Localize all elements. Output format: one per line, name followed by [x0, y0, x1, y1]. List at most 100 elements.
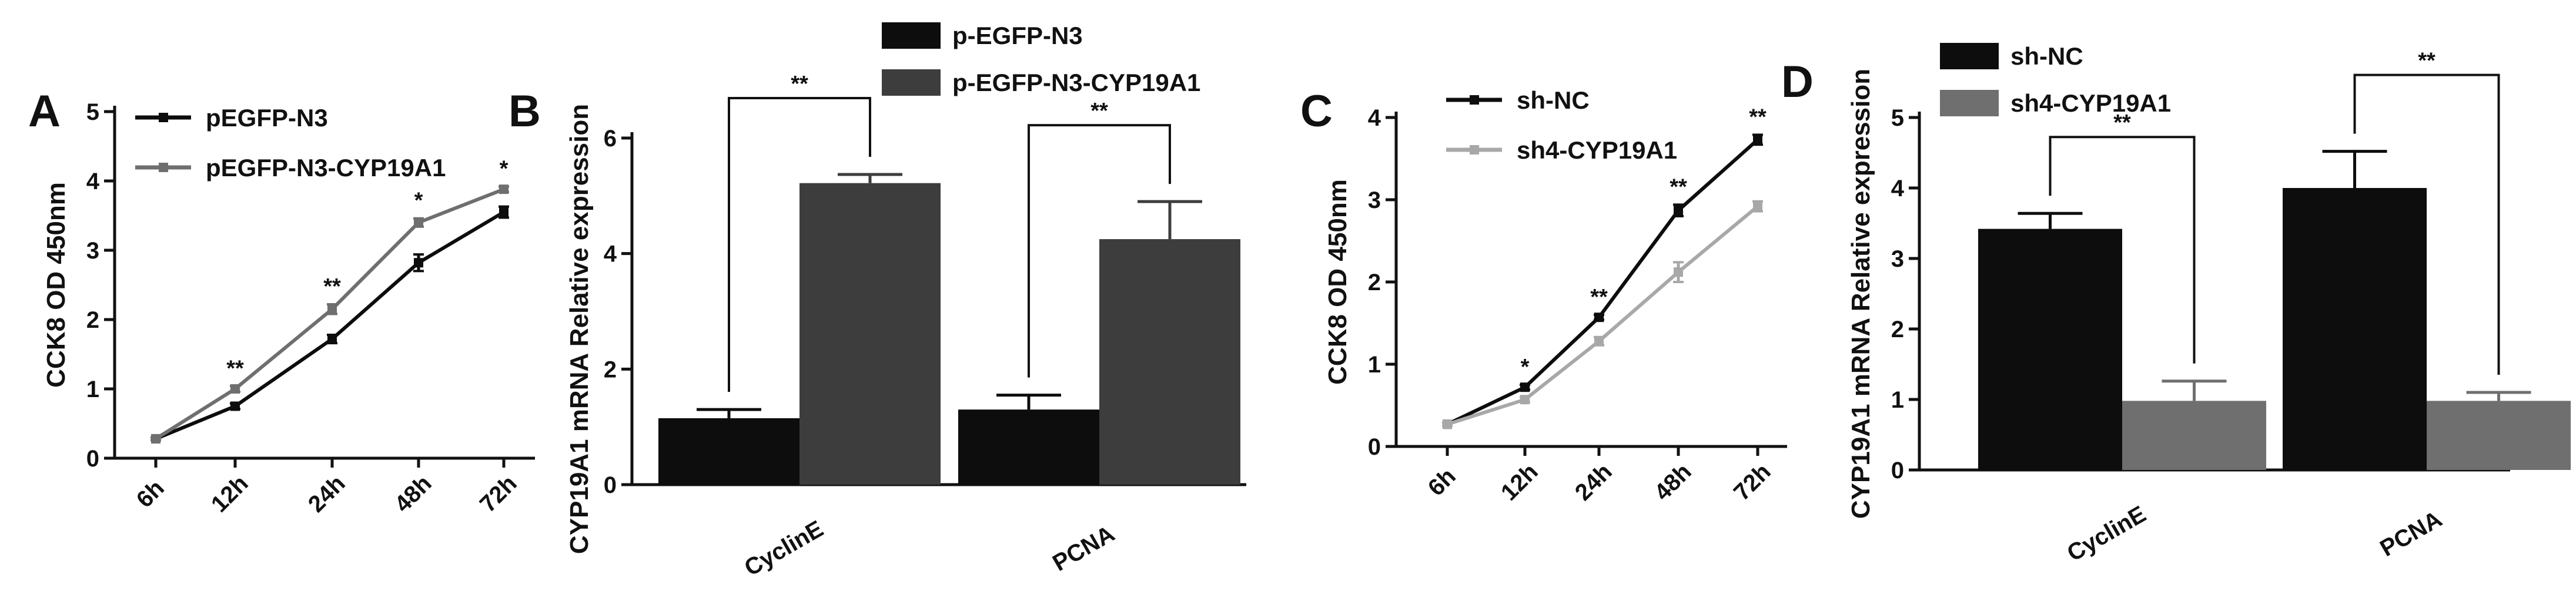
series-line — [1446, 138, 1759, 426]
x-tick-label: 6h — [1423, 463, 1461, 501]
legend-label: sh4-CYP19A1 — [1517, 136, 1677, 164]
panel-letter: C — [1300, 86, 1333, 136]
panel-letter: A — [28, 86, 61, 136]
y-tick-label: 3 — [86, 238, 99, 264]
x-tick-label: 72h — [1729, 459, 1776, 506]
data-point — [499, 184, 508, 194]
y-axis-title: CYP19A1 mRNA Relative expression — [1846, 69, 1875, 519]
significance-mark: ** — [323, 274, 341, 299]
bar — [958, 409, 1099, 485]
y-tick-label: 3 — [1891, 246, 1904, 272]
y-axis-title: CCK8 OD 450nm — [1323, 179, 1352, 385]
y-tick-label: 5 — [1891, 105, 1904, 131]
bar — [2427, 401, 2571, 470]
legend-label: p-EGFP-N3-CYP19A1 — [952, 69, 1200, 96]
y-tick-label: 0 — [1891, 458, 1904, 483]
legend-label: sh-NC — [2010, 42, 2083, 70]
data-point — [327, 334, 337, 344]
x-tick-label: PCNA — [2376, 506, 2446, 562]
legend-swatch — [1940, 43, 1999, 69]
significance-mark: * — [414, 189, 423, 213]
y-tick-label: 2 — [86, 307, 99, 333]
x-tick-label: 48h — [390, 471, 437, 518]
data-point — [1443, 419, 1452, 429]
y-tick-label: 6 — [604, 126, 617, 152]
significance-mark: * — [1521, 355, 1530, 379]
y-tick-label: 0 — [1368, 434, 1381, 460]
significance-mark: ** — [2113, 110, 2131, 135]
significance-mark: ** — [1749, 105, 1767, 129]
data-point — [230, 384, 240, 394]
y-tick-label: 1 — [86, 377, 99, 402]
y-tick-label: 1 — [1891, 387, 1904, 413]
legend-marker — [1470, 95, 1479, 105]
x-tick-label: 24h — [303, 471, 350, 518]
bar — [658, 418, 799, 485]
data-point — [1674, 267, 1683, 277]
bar — [2122, 401, 2266, 470]
y-tick-label: 2 — [1368, 270, 1381, 295]
legend-marker — [159, 163, 168, 172]
y-tick-label: 4 — [1368, 105, 1381, 131]
bar — [1978, 229, 2122, 470]
significance-bracket — [1028, 124, 1171, 378]
legend-swatch — [882, 22, 941, 49]
significance-mark: * — [500, 156, 508, 181]
data-point — [414, 217, 423, 227]
panel-letter: D — [1781, 57, 1814, 107]
data-point — [151, 434, 160, 444]
bar — [799, 183, 941, 485]
data-point — [1520, 382, 1530, 392]
legend-label: p-EGFP-N3 — [952, 22, 1083, 49]
x-tick-label: 12h — [1496, 459, 1543, 506]
y-tick-label: 2 — [604, 357, 617, 382]
legend-marker — [159, 113, 168, 122]
data-point — [230, 401, 240, 411]
x-tick-label: 12h — [206, 471, 253, 518]
data-point — [1674, 206, 1683, 216]
significance-bracket — [2353, 73, 2500, 375]
x-tick-label: CyclinE — [2063, 501, 2150, 566]
x-tick-label: 48h — [1650, 459, 1697, 506]
y-tick-label: 4 — [604, 241, 617, 267]
data-point — [327, 304, 337, 314]
x-tick-label: 72h — [475, 471, 522, 518]
data-point — [499, 207, 508, 217]
data-point — [1594, 313, 1604, 323]
significance-mark: ** — [1090, 99, 1108, 123]
y-tick-label: 4 — [1891, 176, 1905, 201]
x-tick-label: 6h — [132, 475, 169, 513]
significance-mark: ** — [226, 356, 244, 381]
y-axis-title: CCK8 OD 450nm — [42, 182, 71, 388]
data-point — [1520, 395, 1530, 405]
legend-label: sh-NC — [1517, 86, 1590, 114]
significance-mark: ** — [1670, 174, 1687, 199]
x-tick-label: PCNA — [1048, 520, 1119, 576]
panel-letter: B — [508, 86, 541, 136]
x-tick-label: 24h — [1570, 459, 1617, 506]
legend-swatch — [1940, 90, 1999, 116]
significance-mark: ** — [1590, 285, 1608, 310]
x-tick-label: CyclinE — [740, 516, 828, 581]
legend-swatch — [882, 69, 941, 96]
legend-label: sh4-CYP19A1 — [2010, 89, 2171, 117]
legend-label: pEGFP-N3 — [206, 104, 328, 132]
significance-mark: ** — [791, 72, 808, 96]
significance-mark: ** — [2418, 49, 2436, 73]
y-tick-label: 4 — [86, 169, 100, 194]
y-tick-label: 0 — [86, 446, 99, 472]
legend-marker — [1470, 145, 1479, 154]
legend-label: pEGFP-N3-CYP19A1 — [206, 154, 446, 182]
data-point — [1594, 336, 1604, 346]
data-point — [1753, 201, 1762, 211]
data-point — [1753, 135, 1762, 145]
data-point — [414, 258, 423, 268]
y-tick-label: 2 — [1891, 317, 1904, 342]
bar — [1099, 239, 1240, 485]
significance-bracket — [728, 96, 871, 392]
y-tick-label: 0 — [604, 472, 617, 498]
y-tick-label: 5 — [86, 99, 99, 125]
significance-bracket — [2049, 136, 2196, 364]
y-tick-label: 1 — [1368, 352, 1381, 378]
